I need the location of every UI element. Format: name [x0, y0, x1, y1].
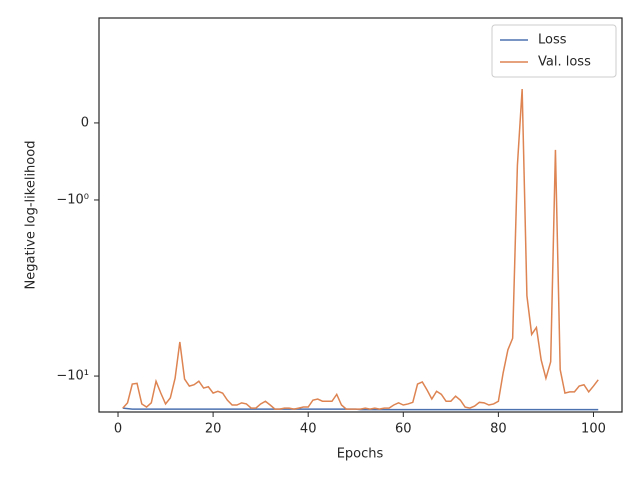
series-line [122, 88, 599, 410]
y-tick-label: −10¹ [56, 369, 89, 384]
x-tick-label: 100 [581, 422, 606, 437]
legend-label: Val. loss [538, 55, 591, 70]
plot-frame [98, 17, 623, 413]
x-tick-label: 80 [490, 422, 507, 437]
y-tick-label: −10⁰ [56, 192, 89, 207]
x-tick-label: 40 [300, 422, 317, 437]
y-tick-label: 0 [81, 115, 89, 130]
x-tick-label: 60 [395, 422, 412, 437]
x-tick-label: 20 [205, 422, 222, 437]
x-axis-label: Epochs [337, 447, 384, 462]
x-tick-label: 0 [114, 422, 122, 437]
y-axis-label: Negative log-likelihood [24, 141, 39, 290]
legend-box [491, 24, 617, 78]
legend-label: Loss [538, 33, 567, 48]
